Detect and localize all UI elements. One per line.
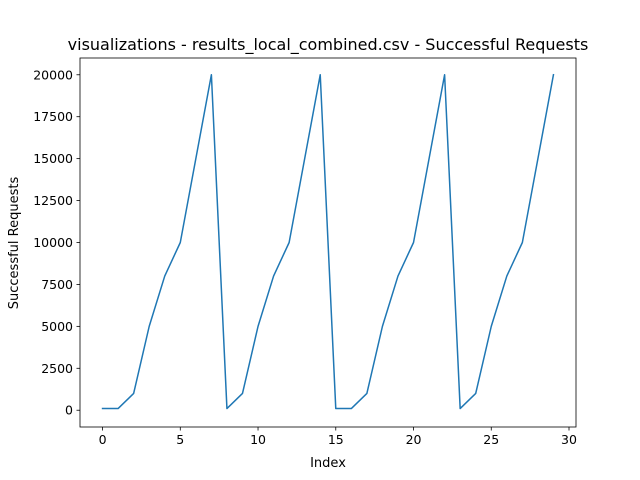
x-tick-label-10: 10 (250, 432, 266, 447)
plot-area: 0 5 10 15 20 25 30 0 2500 5000 7500 10000 12500 15000… (33, 57, 577, 447)
y-tick-label-20000: 20000 (33, 67, 73, 82)
y-tick-label-5000: 5000 (41, 319, 73, 334)
y-tick-label-7500: 7500 (41, 277, 73, 292)
y-tick-label-2500: 2500 (41, 361, 73, 376)
y-tick-label-15000: 15000 (33, 151, 73, 166)
x-tick-label-25: 25 (483, 432, 499, 447)
x-tick-label-5: 5 (176, 432, 184, 447)
y-axis-label: Successful Requests (7, 177, 22, 310)
x-tick-label-15: 15 (328, 432, 344, 447)
x-tick-label-0: 0 (99, 432, 107, 447)
x-axis-label: Index (310, 456, 346, 471)
series-line-0 (101, 73, 555, 410)
y-tick-label-10000: 10000 (33, 235, 73, 250)
x-tick-label-30: 30 (561, 432, 577, 447)
x-tick-label-20: 20 (406, 432, 422, 447)
y-tick-label-17500: 17500 (33, 109, 73, 124)
y-tick-label-0: 0 (65, 403, 73, 418)
y-tick-label-12500: 12500 (33, 193, 73, 208)
chart-title: visualizations - results_local_combined.… (68, 35, 589, 55)
